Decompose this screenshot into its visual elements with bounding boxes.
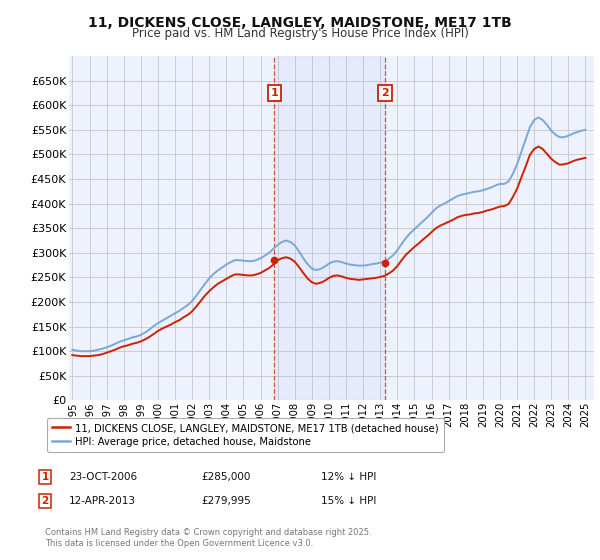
Text: Price paid vs. HM Land Registry's House Price Index (HPI): Price paid vs. HM Land Registry's House … [131,27,469,40]
Text: 1: 1 [41,472,49,482]
Text: 2: 2 [41,496,49,506]
Text: 12-APR-2013: 12-APR-2013 [69,496,136,506]
Text: Contains HM Land Registry data © Crown copyright and database right 2025.
This d: Contains HM Land Registry data © Crown c… [45,528,371,548]
Text: 15% ↓ HPI: 15% ↓ HPI [321,496,376,506]
Text: 1: 1 [271,88,278,98]
Text: 12% ↓ HPI: 12% ↓ HPI [321,472,376,482]
Text: 11, DICKENS CLOSE, LANGLEY, MAIDSTONE, ME17 1TB: 11, DICKENS CLOSE, LANGLEY, MAIDSTONE, M… [88,16,512,30]
Text: 2: 2 [381,88,389,98]
Bar [274,56,385,400]
Legend: 11, DICKENS CLOSE, LANGLEY, MAIDSTONE, ME17 1TB (detached house), HPI: Average p: 11, DICKENS CLOSE, LANGLEY, MAIDSTONE, M… [47,418,443,452]
Text: £279,995: £279,995 [201,496,251,506]
Text: £285,000: £285,000 [201,472,250,482]
Text: 23-OCT-2006: 23-OCT-2006 [69,472,137,482]
